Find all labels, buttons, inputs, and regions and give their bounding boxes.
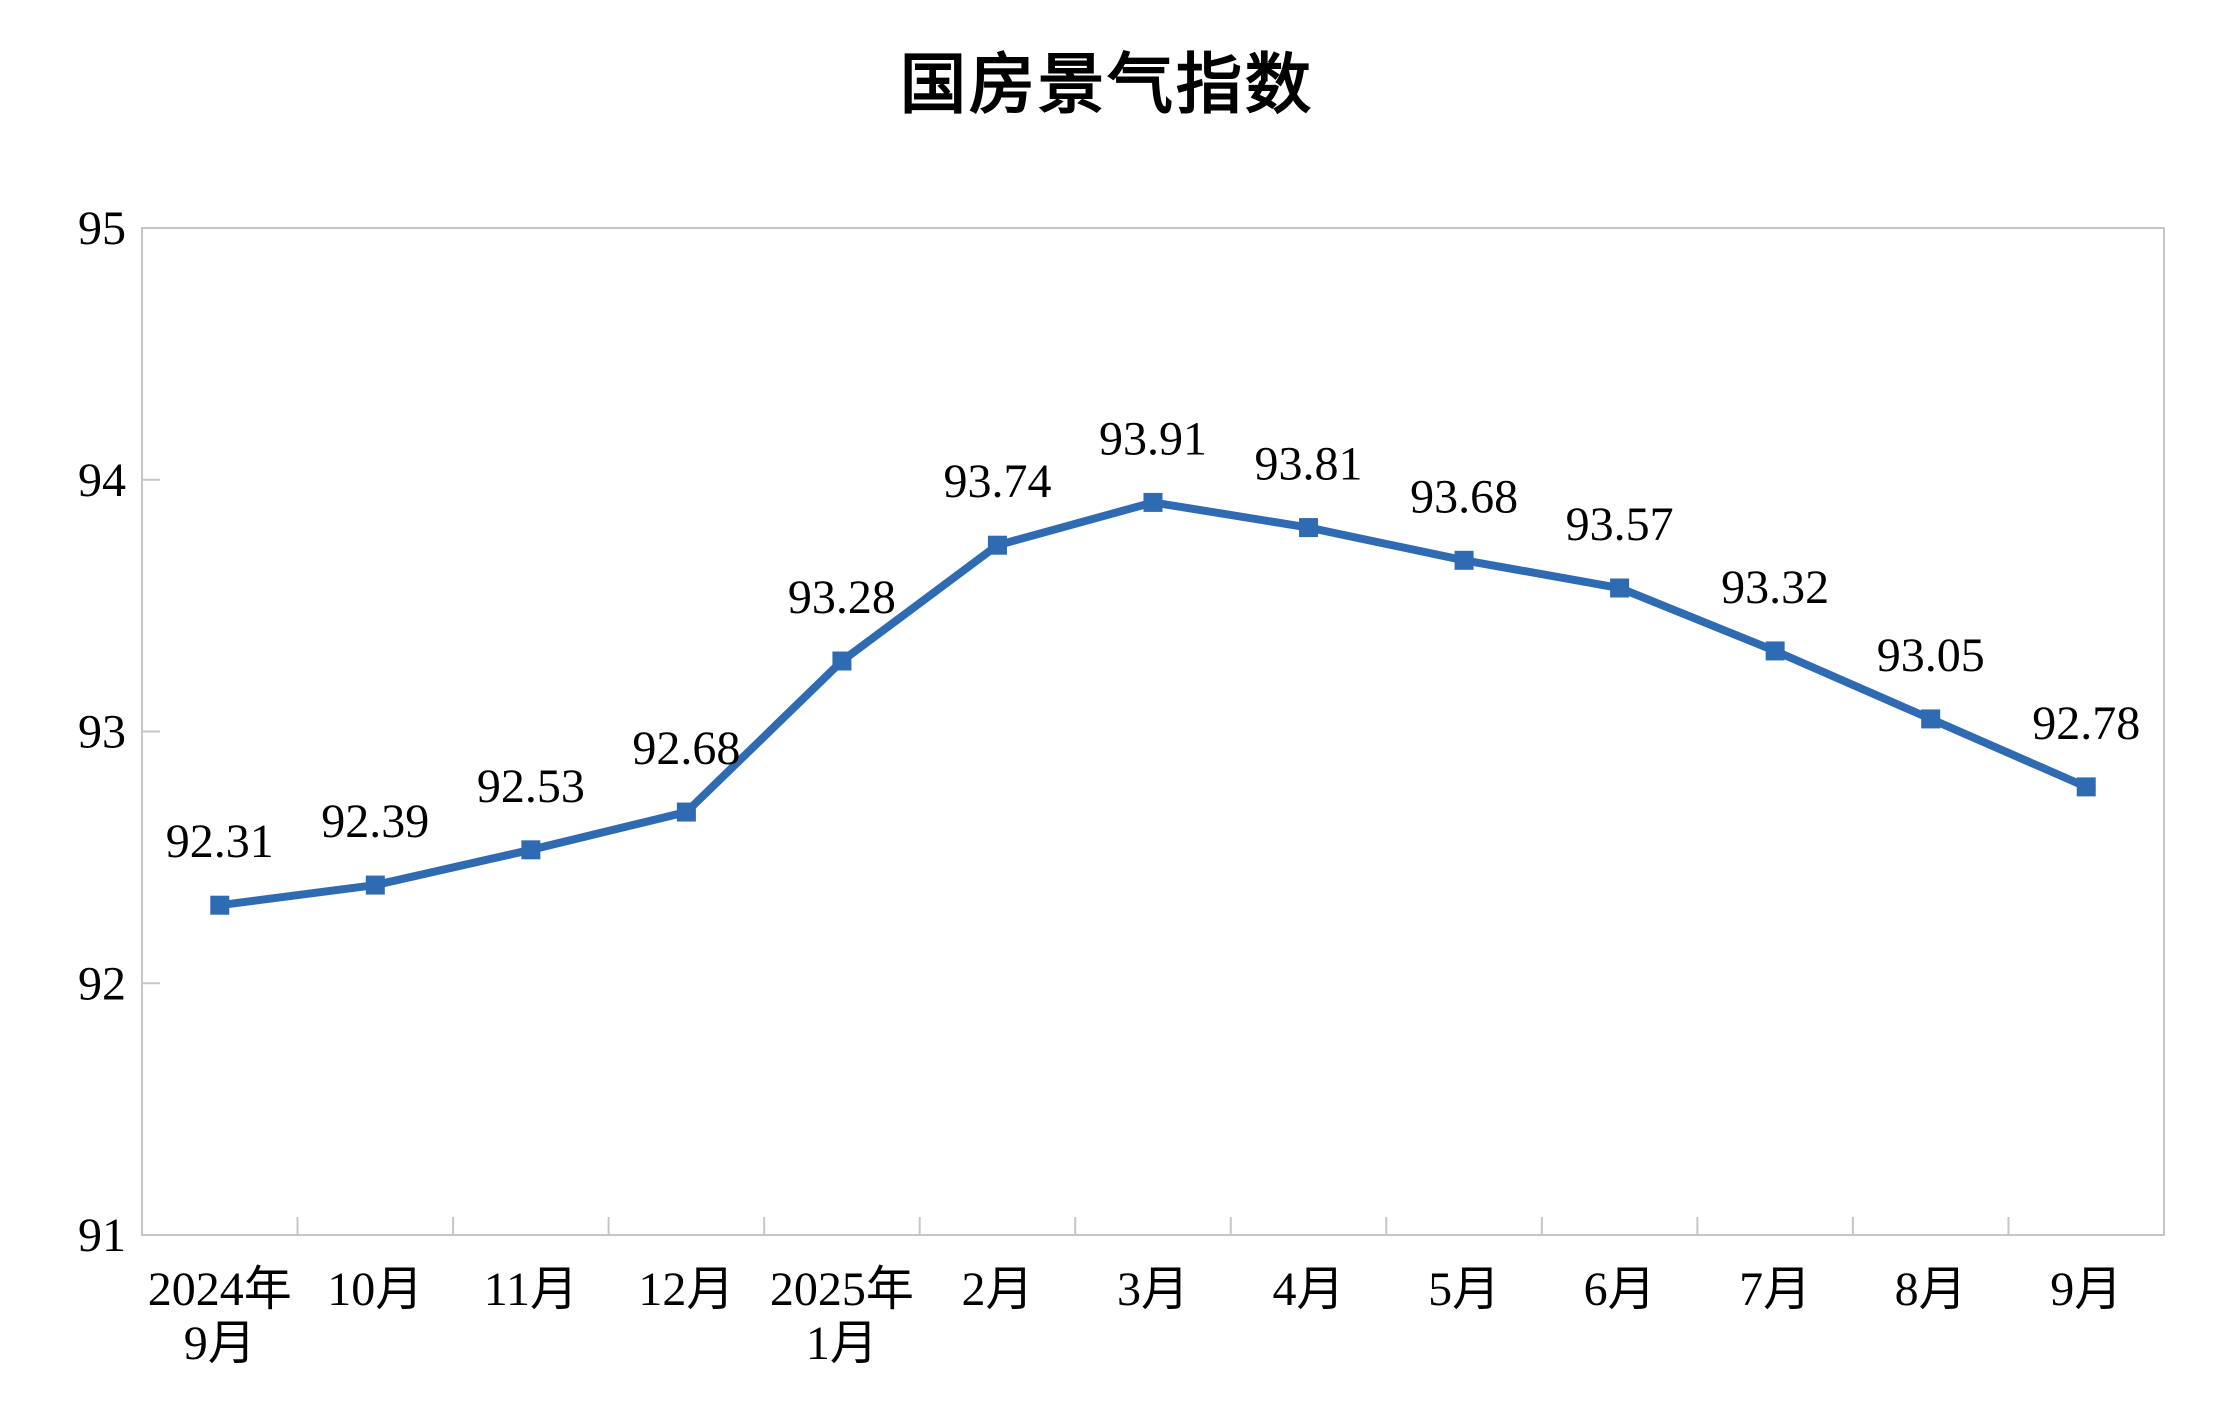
data-point-marker: [2076, 777, 2096, 797]
data-label: 92.39: [321, 795, 429, 848]
data-label: 93.32: [1721, 561, 1829, 614]
y-axis-label: 94: [78, 454, 126, 507]
data-label: 93.91: [1099, 412, 1207, 465]
data-point-marker: [1143, 492, 1163, 512]
y-axis-label: 93: [78, 706, 126, 759]
data-point-marker: [1454, 550, 1474, 570]
x-axis-label: 12月: [638, 1263, 734, 1316]
plot-frame: [141, 227, 2165, 1236]
data-label: 92.78: [2032, 697, 2140, 750]
x-axis-label: 4月: [1273, 1263, 1345, 1316]
data-label: 93.57: [1566, 498, 1674, 551]
x-axis-label: 9月: [184, 1317, 256, 1370]
data-point-marker: [1299, 518, 1319, 538]
y-axis-label: 91: [78, 1209, 126, 1262]
x-axis-label: 6月: [1584, 1263, 1656, 1316]
x-axis-label: 5月: [1428, 1263, 1500, 1316]
x-axis-label: 1月: [806, 1317, 878, 1370]
x-axis-label: 10月: [327, 1263, 423, 1316]
x-axis-label: 2025年: [770, 1263, 914, 1316]
data-label: 93.28: [788, 571, 896, 624]
x-axis-label: 7月: [1739, 1263, 1811, 1316]
x-axis-label: 2月: [961, 1263, 1033, 1316]
y-axis-label: 95: [78, 202, 126, 255]
data-label: 92.53: [477, 760, 585, 813]
x-axis-label: 2024年: [148, 1263, 292, 1316]
data-label: 93.81: [1255, 438, 1363, 491]
data-label: 92.31: [166, 815, 274, 868]
x-axis-label: 9月: [2050, 1263, 2122, 1316]
data-point-marker: [832, 651, 852, 671]
data-label: 93.05: [1877, 629, 1985, 682]
data-point-marker: [987, 535, 1007, 555]
x-axis-label: 8月: [1895, 1263, 1967, 1316]
y-axis-label: 92: [78, 957, 126, 1010]
data-point-marker: [521, 840, 541, 860]
data-point-marker: [1765, 641, 1785, 661]
x-axis-label: 11月: [484, 1263, 578, 1316]
data-point-marker: [1921, 709, 1941, 729]
data-label: 93.68: [1410, 470, 1518, 523]
data-label: 92.68: [632, 722, 740, 775]
chart-title: 国房景气指数: [900, 47, 1314, 121]
data-point-marker: [210, 895, 230, 915]
x-axis-label: 3月: [1117, 1263, 1189, 1316]
data-point-marker: [365, 875, 385, 895]
data-label: 93.74: [943, 455, 1051, 508]
data-point-marker: [1610, 578, 1630, 598]
data-point-marker: [676, 802, 696, 822]
